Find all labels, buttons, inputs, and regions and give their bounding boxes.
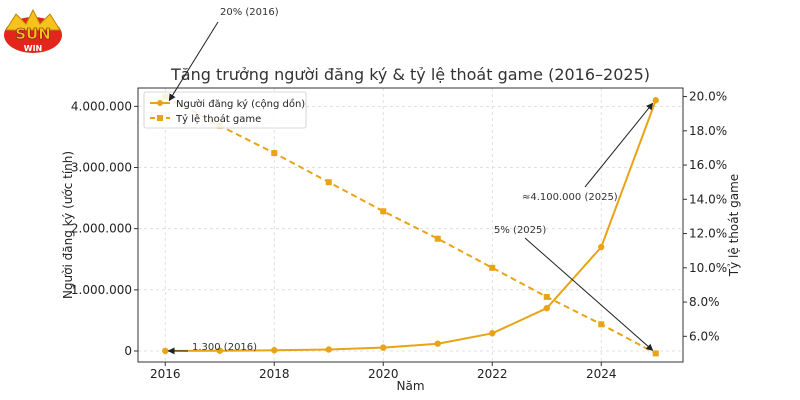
- y-left-axis-label: Người đăng ký (ước tính): [61, 151, 75, 299]
- x-tick-label: 2022: [477, 367, 508, 381]
- legend-box: [143, 91, 307, 129]
- legend-label-2: Tỷ lệ thoát game: [175, 113, 261, 125]
- y-right-tick-label: 14.0%: [689, 192, 727, 206]
- series-1-point: [162, 347, 169, 355]
- svg-text:SUN: SUN: [15, 25, 51, 43]
- annotation-label-4: 5% (2025): [494, 225, 546, 236]
- series-2-point: [380, 208, 387, 215]
- y-left-tick-label: 4.000.000: [71, 99, 132, 113]
- series-2-point: [325, 179, 332, 186]
- series-2-point: [271, 150, 278, 157]
- x-tick-label: 2018: [259, 367, 290, 381]
- annotation-arrow-4: [524, 237, 654, 351]
- series-1-point: [380, 344, 387, 351]
- series-1-point: [598, 243, 605, 251]
- series-1-point: [271, 347, 278, 354]
- y-left-tick-label: 3.000.000: [71, 161, 132, 175]
- series-1-point: [216, 347, 223, 354]
- series-line-1: [165, 99, 657, 352]
- y-right-tick-label: 6.0%: [689, 329, 720, 343]
- y-right-tick-label: 20.0%: [689, 90, 727, 104]
- series-1-point: [652, 97, 659, 104]
- series-line-2: [164, 95, 657, 355]
- y-left-tick-label: 1.000.000: [71, 283, 132, 297]
- svg-text:WIN: WIN: [24, 44, 43, 53]
- series-1-point: [543, 304, 550, 312]
- series-2-point: [652, 350, 659, 357]
- series-2-point: [543, 293, 550, 300]
- series-2-point: [489, 264, 496, 271]
- y-right-tick-label: 8.0%: [689, 295, 720, 309]
- chart-title: Tăng trưởng người đăng ký & tỷ lệ thoát …: [170, 65, 650, 84]
- y-right-tick-label: 12.0%: [689, 227, 727, 241]
- annotation-label-1: 20% (2016): [220, 7, 279, 18]
- y-right-tick-label: 18.0%: [689, 124, 727, 138]
- series-2-point: [598, 321, 605, 328]
- x-tick-label: 2016: [150, 367, 181, 381]
- series-1-point: [434, 340, 441, 347]
- y-left-tick-label: 2.000.000: [71, 222, 132, 236]
- x-tick-label: 2024: [586, 367, 617, 381]
- y-right-axis-label: Tỷ lệ thoát game: [727, 174, 741, 277]
- series-2-point: [434, 235, 441, 242]
- y-right-tick-label: 10.0%: [689, 261, 727, 275]
- annotation-label-2: 1.300 (2016): [192, 342, 257, 353]
- y-right-tick-label: 16.0%: [689, 158, 727, 172]
- x-axis-label: Năm: [396, 379, 424, 393]
- series-1-point: [325, 346, 332, 353]
- annotation-arrow-1: [168, 21, 219, 102]
- sunwin-logo: SUN WIN: [4, 8, 62, 53]
- annotation-label-3: ≈4.100.000 (2025): [522, 192, 618, 203]
- annotation-arrow-3: [584, 102, 654, 188]
- series-1-point: [489, 330, 496, 337]
- legend-marker-2: [157, 115, 163, 121]
- y-left-tick-label: 0: [124, 344, 132, 358]
- plot-frame: [137, 87, 684, 363]
- legend-marker-1: [157, 100, 163, 106]
- legend-label-1: Người đăng ký (cộng dồn): [176, 98, 305, 110]
- x-tick-label: 2020: [368, 367, 399, 381]
